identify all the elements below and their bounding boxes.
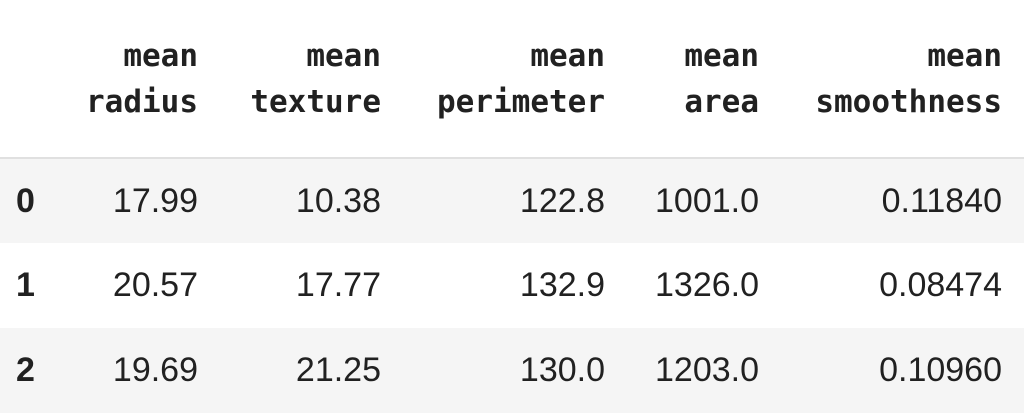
row-index: 0 (16, 181, 35, 220)
header-row: mean radius mean texture mean perimeter … (0, 0, 1024, 158)
table-header: mean radius mean texture mean perimeter … (0, 0, 1024, 158)
table-cell: 0.08474 (879, 266, 1002, 304)
table-row: 0 17.99 10.38 122.8 1001.0 0.11840 (0, 158, 1024, 243)
table-cell: 1203.0 (655, 351, 759, 389)
table-body: 0 17.99 10.38 122.8 1001.0 0.11840 1 20.… (0, 158, 1024, 413)
header-line: mean (684, 37, 759, 74)
table-cell: 21.25 (295, 351, 381, 389)
table-row: 2 19.69 21.25 130.0 1203.0 0.10960 (0, 328, 1024, 413)
table-cell: 122.8 (519, 181, 605, 220)
column-header-mean-texture: mean texture (220, 0, 403, 158)
row-index: 2 (16, 351, 35, 389)
table-cell: 1326.0 (655, 266, 759, 304)
column-header-mean-smoothness: mean smoothness (781, 0, 1024, 158)
table-row: 1 20.57 17.77 132.9 1326.0 0.08474 (0, 243, 1024, 328)
table-cell: 17.99 (112, 181, 198, 220)
header-line: mean (530, 37, 605, 74)
table-cell: 0.10960 (879, 351, 1002, 389)
table-cell: 0.11840 (881, 181, 1002, 220)
table-cell: 132.9 (519, 266, 605, 304)
column-header-mean-radius: mean radius (60, 0, 220, 158)
table-cell: 1001.0 (655, 181, 759, 220)
header-line: mean (123, 37, 198, 74)
column-header-mean-area: mean area (627, 0, 781, 158)
column-header-mean-perimeter: mean perimeter (403, 0, 627, 158)
header-line: texture (250, 83, 381, 120)
header-line: mean (927, 37, 1002, 74)
table-cell: 10.38 (295, 181, 381, 220)
header-line: mean (306, 37, 381, 74)
row-index: 1 (16, 266, 35, 304)
header-line: area (684, 83, 759, 120)
index-header (0, 0, 60, 158)
header-line: radius (86, 83, 198, 120)
header-line: smoothness (815, 83, 1002, 120)
table-cell: 130.0 (519, 351, 605, 389)
header-line: perimeter (437, 83, 605, 120)
table-cell: 17.77 (295, 266, 381, 304)
table-cell: 19.69 (112, 351, 198, 389)
table-cell: 20.57 (112, 266, 198, 304)
